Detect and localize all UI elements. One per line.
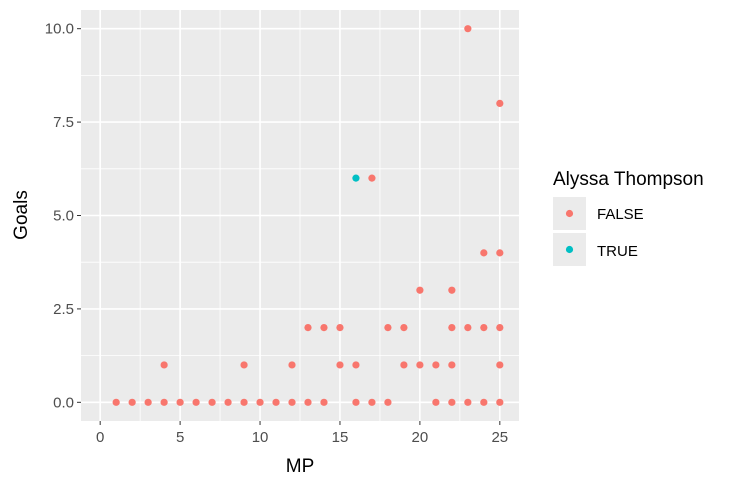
data-point-false <box>432 398 440 406</box>
data-point-false <box>128 398 136 406</box>
data-point-false <box>480 249 488 257</box>
x-axis-title: MP <box>286 456 315 477</box>
x-tick-label: 20 <box>412 429 429 446</box>
data-point-false <box>400 323 408 332</box>
data-point-false <box>224 398 232 406</box>
data-point-false <box>448 286 456 294</box>
data-point-false <box>304 323 312 332</box>
data-point-false <box>480 398 488 406</box>
data-point-false <box>464 323 472 332</box>
data-point-false <box>112 398 120 406</box>
legend: Alyssa Thompson FALSE TRUE <box>553 169 704 266</box>
data-point-false <box>496 398 504 406</box>
x-tick-label: 5 <box>176 429 184 446</box>
data-point-false <box>416 286 424 294</box>
data-point-false <box>384 398 392 406</box>
legend-label-true: TRUE <box>597 243 638 260</box>
data-point-false <box>496 361 504 369</box>
data-point-false <box>448 398 456 406</box>
data-point-false <box>400 361 408 369</box>
data-points <box>112 25 504 406</box>
data-point-false <box>432 361 440 369</box>
y-tick-label: 5.0 <box>53 208 74 225</box>
data-point-false <box>384 323 392 332</box>
y-tick-label: 10.0 <box>45 21 74 38</box>
major-gridlines <box>81 10 519 421</box>
x-tick-label: 0 <box>96 429 104 446</box>
data-point-false <box>416 361 424 369</box>
legend-point-false <box>565 209 574 218</box>
y-tick-label: 7.5 <box>53 114 74 131</box>
data-point-false <box>368 398 376 406</box>
legend-label-false: FALSE <box>597 206 644 223</box>
x-axis-ticks: 0 5 10 15 20 25 <box>96 421 508 446</box>
data-point-false <box>368 174 376 182</box>
data-point-false <box>496 99 504 108</box>
data-point-true <box>352 174 360 182</box>
legend-point-true <box>565 245 574 254</box>
data-point-false <box>448 361 456 369</box>
data-point-false <box>304 398 312 406</box>
y-axis-title: Goals <box>11 190 32 240</box>
data-point-false <box>176 398 184 406</box>
y-axis-ticks: 0.0 2.5 5.0 7.5 10.0 <box>45 21 81 411</box>
data-point-false <box>208 398 216 406</box>
data-point-false <box>448 323 456 332</box>
data-point-false <box>496 323 504 332</box>
data-point-false <box>144 398 152 406</box>
data-point-false <box>272 398 280 406</box>
y-tick-label: 2.5 <box>53 301 74 318</box>
data-point-false <box>336 361 344 369</box>
data-point-false <box>352 361 360 369</box>
data-point-false <box>240 361 248 369</box>
data-point-false <box>288 361 296 369</box>
data-point-false <box>336 323 344 332</box>
data-point-false <box>464 25 472 33</box>
data-point-false <box>320 323 328 332</box>
data-point-false <box>320 398 328 406</box>
data-point-false <box>160 398 168 406</box>
data-point-false <box>160 361 168 369</box>
data-point-false <box>192 398 200 406</box>
legend-title: Alyssa Thompson <box>553 169 704 190</box>
x-tick-label: 10 <box>252 429 269 446</box>
data-point-false <box>464 398 472 406</box>
x-tick-label: 25 <box>491 429 508 446</box>
data-point-false <box>352 398 360 406</box>
data-point-false <box>240 398 248 406</box>
data-point-false <box>480 323 488 332</box>
y-tick-label: 0.0 <box>53 394 74 411</box>
data-point-false <box>256 398 264 406</box>
x-tick-label: 15 <box>332 429 349 446</box>
data-point-false <box>496 249 504 257</box>
data-point-false <box>288 398 296 406</box>
